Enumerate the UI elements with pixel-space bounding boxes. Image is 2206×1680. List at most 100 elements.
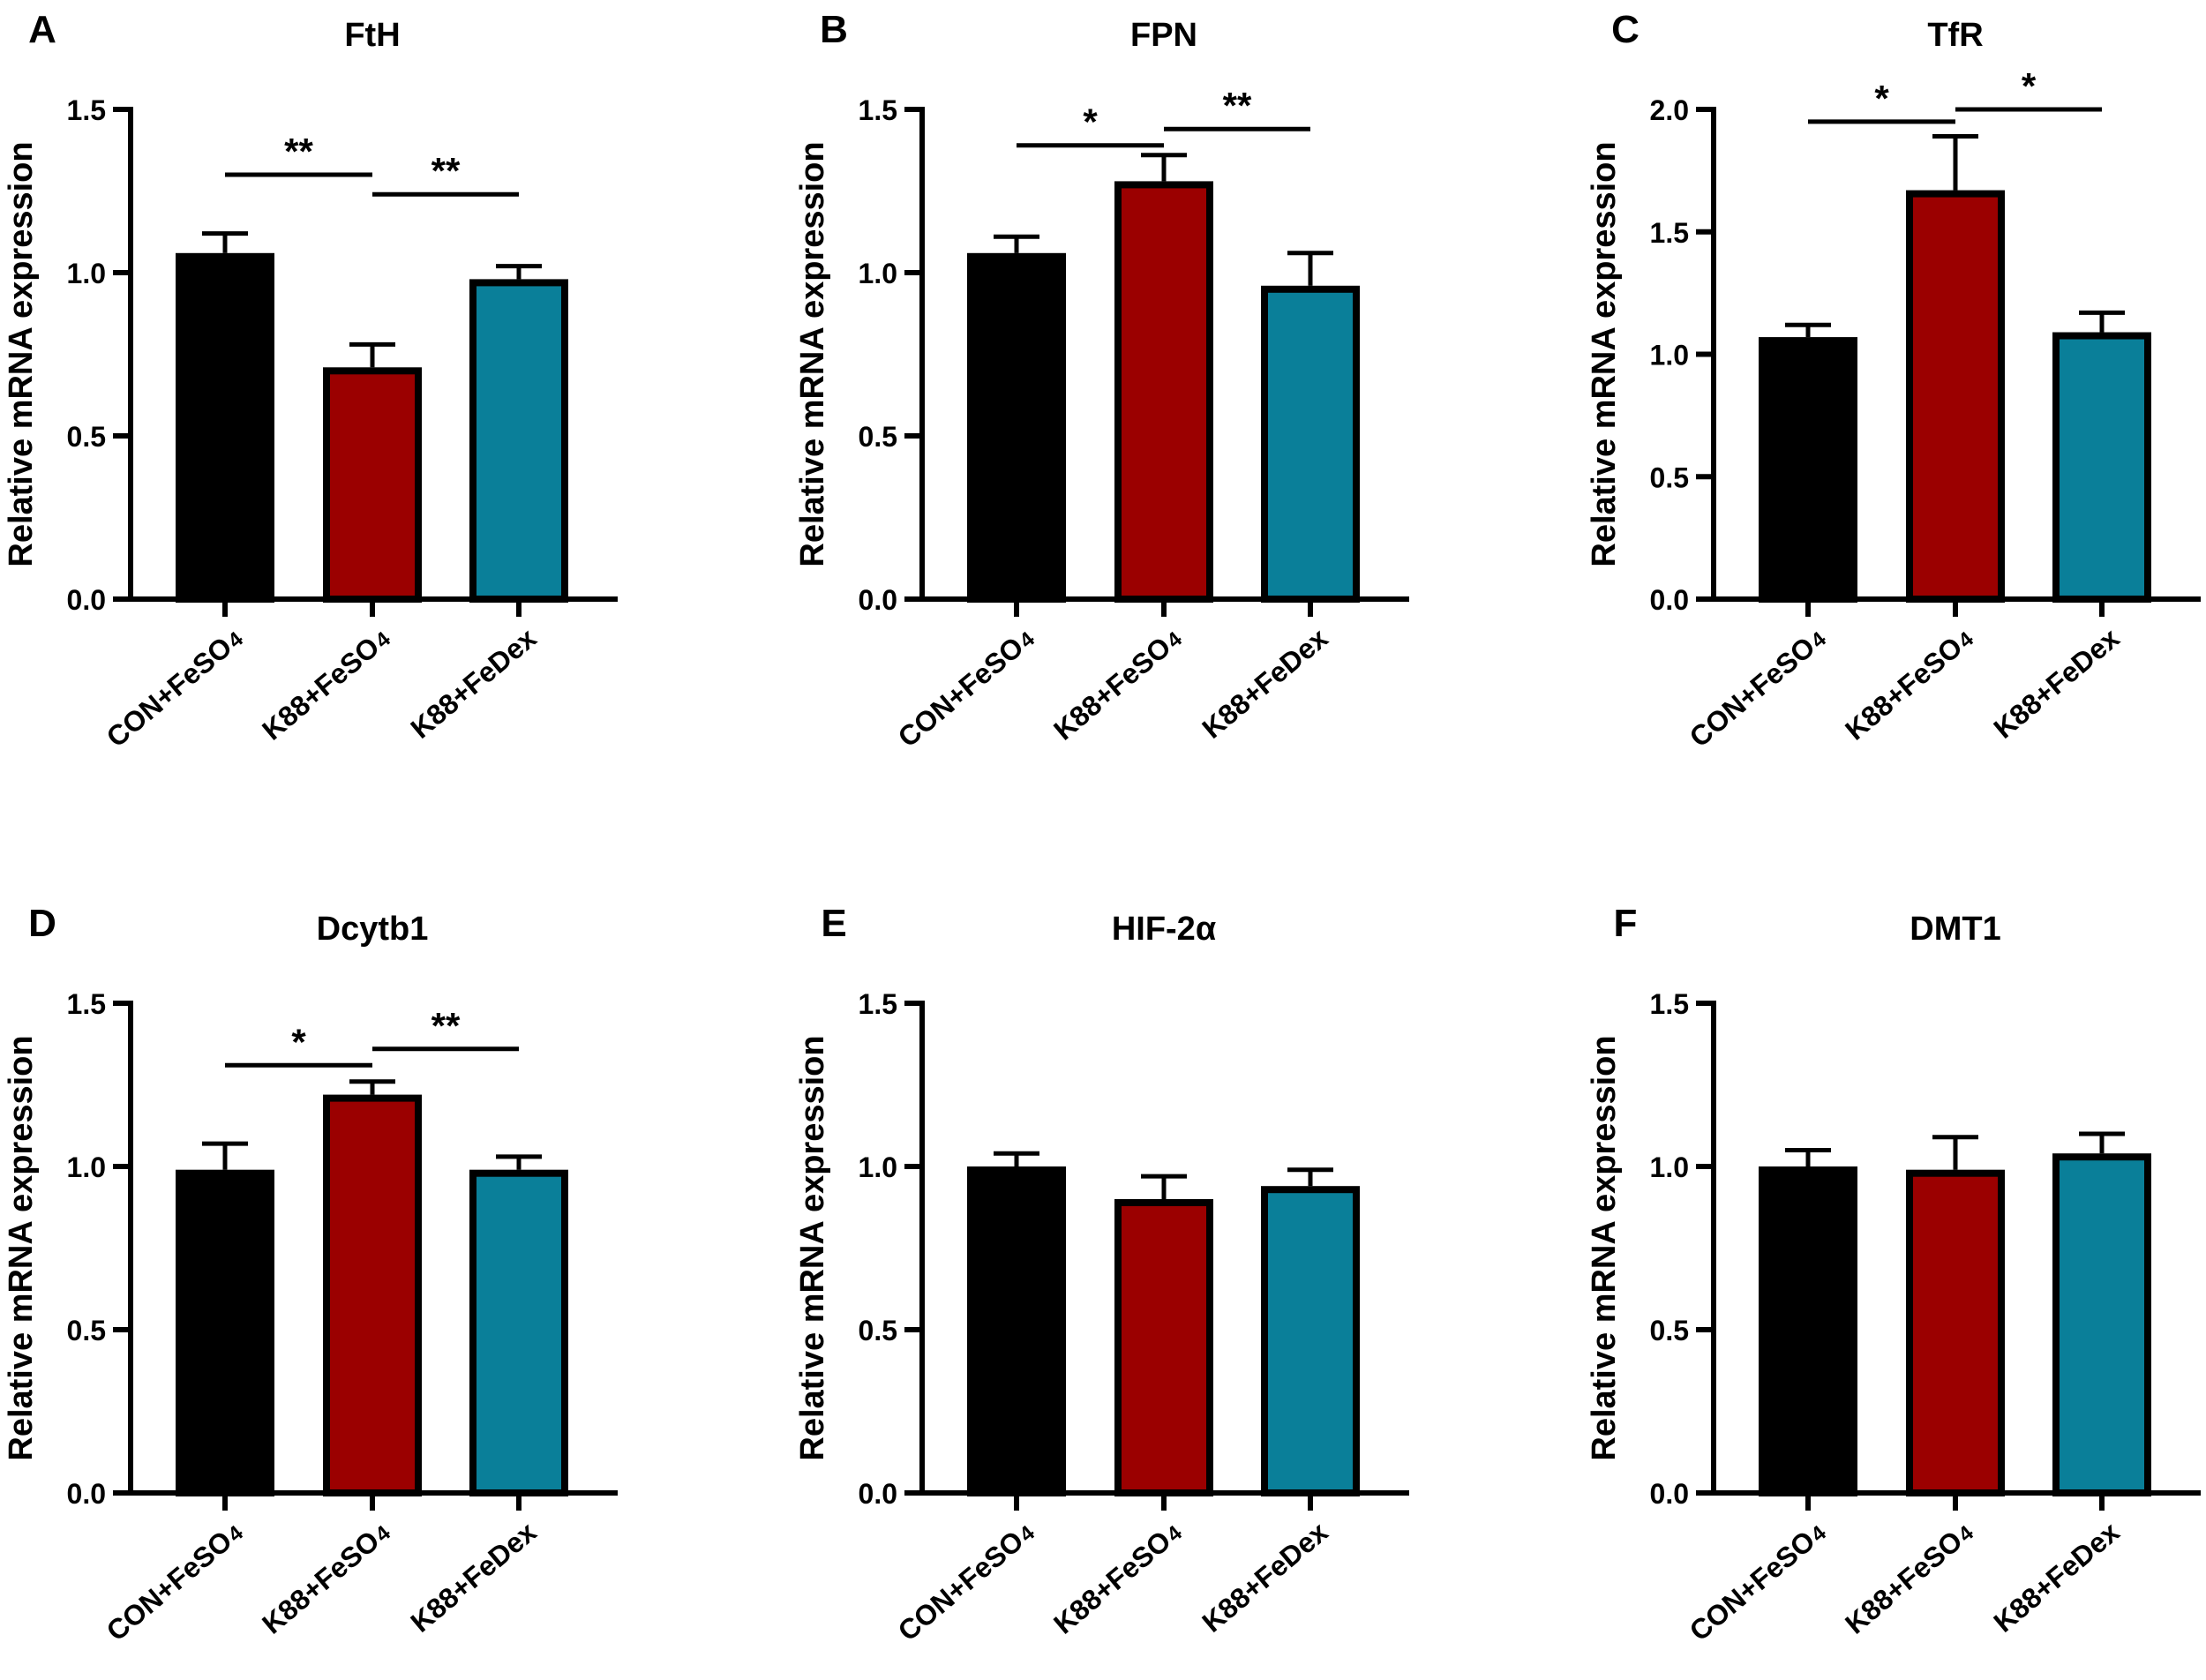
- y-axis-label: Relative mRNA expression: [794, 1035, 831, 1460]
- x-tick-label-main: K88+FeSO: [1839, 1525, 1968, 1640]
- y-tick-label: 1.0: [859, 1151, 897, 1183]
- panel-d: D Dcytb1 Relative mRNA expression 0.0 0.5 1.0…: [3, 902, 618, 1647]
- panel-a: A FtH Relative mRNA expression 0.0 0.5 1.0 1.5…: [3, 8, 618, 754]
- significance-label: *: [1083, 101, 1098, 143]
- x-tick-label: K88+FeDex: [404, 622, 542, 745]
- x-tick-label: K88+FeDex: [1987, 622, 2125, 745]
- x-tick-label-main: K88+FeDex: [404, 1516, 542, 1639]
- x-tick-label: K88+FeDex: [404, 1516, 542, 1639]
- x-tick-label-main: CON+FeSO: [1684, 1525, 1821, 1647]
- significance-label: **: [1223, 85, 1252, 126]
- bar-k88-feso4: [323, 1094, 422, 1496]
- x-tick-label-main: CON+FeSO: [101, 1525, 238, 1647]
- bar-con-feso4: [967, 1166, 1066, 1496]
- y-tick-label: 1.0: [859, 258, 897, 289]
- y-tick-label: 1.5: [859, 94, 897, 126]
- y-axis-label: Relative mRNA expression: [794, 141, 831, 566]
- panel-letter: C: [1611, 8, 1639, 51]
- bar-k88-feso4: [1114, 181, 1213, 603]
- significance-label: **: [284, 131, 313, 172]
- x-tick-label-main: K88+FeDex: [1196, 1516, 1333, 1639]
- bar-k88-fedex: [469, 279, 568, 603]
- x-tick-label-main: K88+FeSO: [256, 631, 385, 746]
- bar-con-feso4: [1759, 337, 1857, 603]
- x-tick-label: K88+FeSO4: [1047, 1515, 1188, 1639]
- panel-c: C TfR Relative mRNA expression 0.0 0.5 1.0 1.5…: [1586, 8, 2201, 754]
- y-axis-label: Relative mRNA expression: [1586, 141, 1623, 566]
- x-tick-label-main: K88+FeSO: [1047, 1525, 1176, 1640]
- significance-label: **: [431, 1005, 461, 1046]
- panel-letter: B: [820, 8, 848, 51]
- bar-con-feso4: [176, 1169, 274, 1496]
- x-tick-label: CON+FeSO4: [101, 621, 249, 753]
- y-tick-label: 0.5: [67, 421, 106, 453]
- chart-title: HIF-2α: [1112, 911, 1216, 948]
- y-tick-label: 1.5: [1650, 217, 1689, 249]
- x-tick-label: K88+FeSO4: [256, 621, 396, 746]
- x-tick-label-main: K88+FeDex: [1987, 1516, 2125, 1639]
- x-tick-label: CON+FeSO4: [892, 621, 1040, 753]
- significance-label: *: [291, 1021, 306, 1062]
- panel-letter: E: [821, 902, 846, 945]
- y-tick-label: 0.5: [859, 1315, 897, 1346]
- y-tick-label: 1.5: [859, 988, 897, 1020]
- chart-title: TfR: [1927, 17, 1983, 54]
- chart-title: FtH: [344, 17, 400, 54]
- bar-k88-fedex: [469, 1169, 568, 1496]
- x-tick-label-main: CON+FeSO: [892, 1525, 1030, 1647]
- y-tick-label: 1.5: [67, 988, 106, 1020]
- x-tick-label: K88+FeDex: [1196, 1516, 1333, 1639]
- panel-f: F DMT1 Relative mRNA expression 0.0 0.5 1.0 1.…: [1586, 902, 2201, 1647]
- bar-k88-fedex: [1261, 285, 1360, 603]
- bar-k88-feso4: [1906, 1169, 2005, 1496]
- y-axis-label: Relative mRNA expression: [1586, 1035, 1623, 1460]
- y-axis-label: Relative mRNA expression: [3, 1035, 40, 1460]
- panel-e: E HIF-2α Relative mRNA expression 0.0 0.5 1.0…: [794, 902, 1409, 1647]
- x-tick-label-main: K88+FeDex: [1196, 622, 1333, 745]
- x-tick-label-main: K88+FeSO: [1839, 631, 1968, 746]
- panel-letter: D: [28, 902, 56, 945]
- y-tick-label: 0.5: [67, 1315, 106, 1346]
- x-tick-label: K88+FeDex: [1987, 1516, 2125, 1639]
- x-tick-label-main: K88+FeSO: [256, 1525, 385, 1640]
- panel-letter: A: [28, 8, 56, 51]
- chart-title: DMT1: [1910, 911, 2000, 948]
- x-tick-label: K88+FeSO4: [256, 1515, 396, 1639]
- x-tick-label: CON+FeSO4: [101, 1515, 249, 1646]
- y-tick-label: 0.0: [1650, 1478, 1689, 1510]
- x-tick-label: CON+FeSO4: [1684, 1515, 1832, 1646]
- bar-con-feso4: [1759, 1166, 1857, 1496]
- x-tick-label: CON+FeSO4: [892, 1515, 1040, 1646]
- x-tick-label-main: K88+FeDex: [404, 622, 542, 745]
- significance-label: **: [431, 150, 461, 191]
- x-tick-label-main: K88+FeSO: [1047, 631, 1176, 746]
- y-axis-label: Relative mRNA expression: [3, 141, 40, 566]
- y-tick-label: 0.0: [67, 1478, 106, 1510]
- y-tick-label: 0.5: [859, 421, 897, 453]
- y-tick-label: 0.5: [1650, 461, 1689, 493]
- x-tick-label: CON+FeSO4: [1684, 621, 1832, 753]
- panel-b: B FPN Relative mRNA expression 0.0 0.5 1.0 1.5…: [794, 8, 1409, 754]
- y-tick-label: 1.0: [67, 258, 106, 289]
- panel-letter: F: [1614, 902, 1638, 945]
- x-tick-label: K88+FeDex: [1196, 622, 1333, 745]
- y-tick-label: 2.0: [1650, 94, 1689, 126]
- y-tick-label: 1.0: [1650, 340, 1689, 371]
- significance-label: *: [2022, 65, 2037, 107]
- x-tick-label-main: K88+FeDex: [1987, 622, 2125, 745]
- x-tick-label: K88+FeSO4: [1047, 621, 1188, 746]
- x-tick-label-main: CON+FeSO: [892, 631, 1030, 754]
- x-tick-label: K88+FeSO4: [1839, 1515, 1979, 1639]
- bar-k88-feso4: [323, 367, 422, 603]
- bar-k88-feso4: [1114, 1199, 1213, 1496]
- bar-k88-feso4: [1906, 190, 2005, 603]
- y-tick-label: 0.0: [1650, 584, 1689, 616]
- y-tick-label: 0.5: [1650, 1315, 1689, 1346]
- bar-k88-fedex: [2052, 1153, 2151, 1496]
- bar-k88-fedex: [2052, 332, 2151, 603]
- bar-con-feso4: [967, 252, 1066, 603]
- y-tick-label: 0.0: [859, 1478, 897, 1510]
- significance-label: *: [1874, 78, 1889, 119]
- y-tick-label: 1.0: [67, 1151, 106, 1183]
